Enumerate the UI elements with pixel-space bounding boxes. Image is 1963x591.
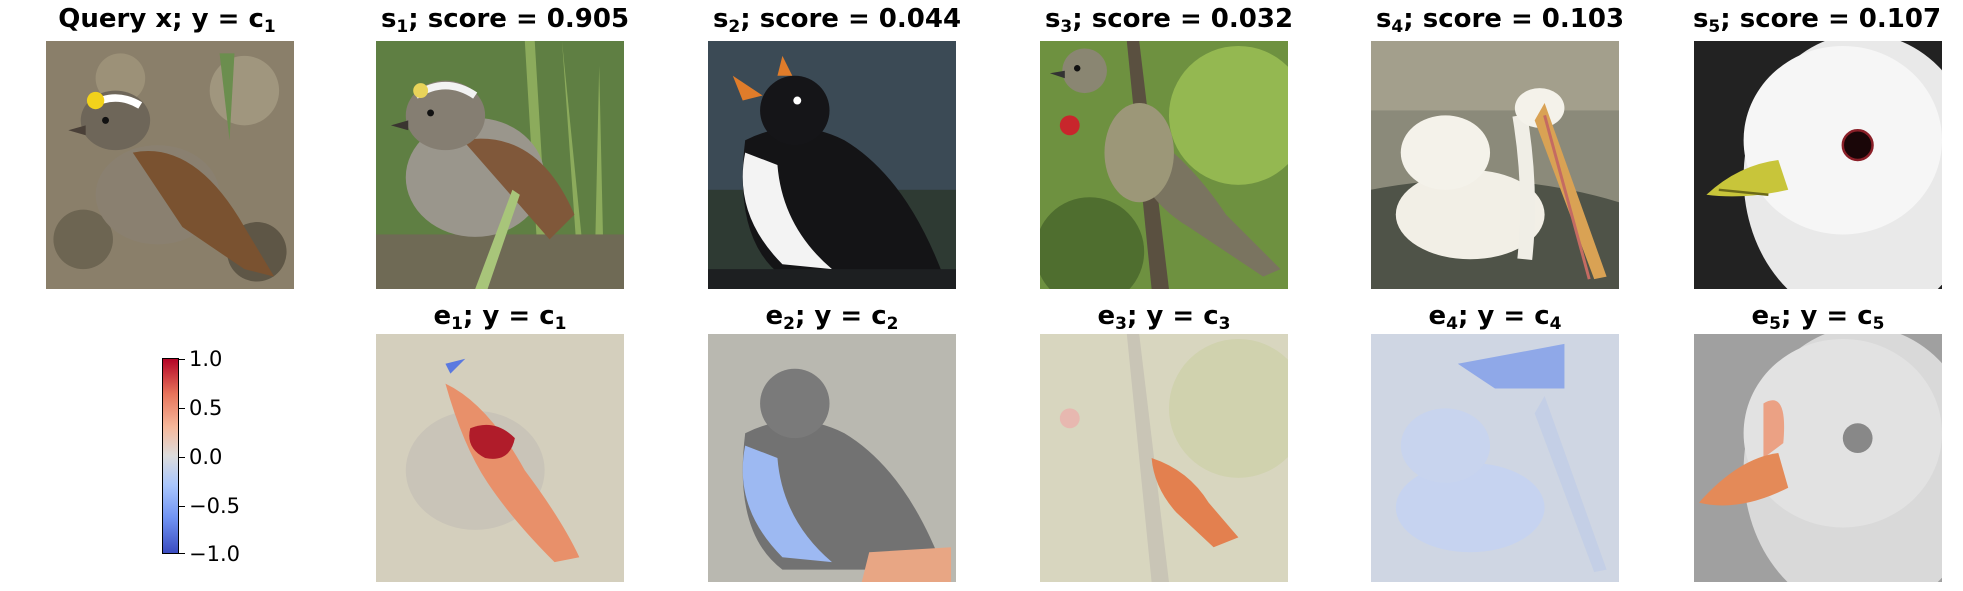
support-title-5: s5; score = 0.107 <box>1672 4 1962 37</box>
explanation-sep-1: ; y = <box>462 301 540 331</box>
colorbar-tickmark <box>179 553 185 554</box>
explanation-heatmap-icon <box>1371 334 1619 582</box>
explanation-map-5 <box>1694 334 1942 582</box>
explanation-title-3: e3; y = c3 <box>1064 301 1264 334</box>
explanation-sub-4: 4 <box>1446 314 1458 334</box>
support-image-3 <box>1040 41 1288 289</box>
query-var: c <box>248 4 264 34</box>
support-image-1 <box>376 41 624 289</box>
support-score-2: ; score = 0.044 <box>740 4 962 34</box>
query-title: Query x; y = c1 <box>47 4 287 37</box>
colorbar-tickmark <box>179 359 185 360</box>
gull-head-icon <box>1694 41 1942 289</box>
sparrow-in-grass-icon <box>376 41 624 289</box>
pelican-icon <box>1371 41 1619 289</box>
support-label-2: s <box>712 4 729 34</box>
explanation-var-4: c <box>1534 301 1550 331</box>
query-sep: ; y = <box>172 4 249 34</box>
explanation-title-4: e4; y = c4 <box>1395 301 1595 334</box>
support-label-3: s <box>1044 4 1061 34</box>
colorbar-tickmark <box>179 506 185 507</box>
white-throated-sparrow-icon <box>46 41 294 289</box>
explanation-var-3: c <box>1203 301 1219 331</box>
support-score-4: ; score = 0.103 <box>1403 4 1625 34</box>
explanation-label-2: e <box>765 301 784 331</box>
support-title-3: s3; score = 0.032 <box>1024 4 1314 37</box>
colorbar-tick-label: −0.5 <box>189 494 240 518</box>
explanation-sub-3: 3 <box>1115 314 1127 334</box>
support-title-1: s1; score = 0.905 <box>360 4 650 37</box>
explanation-sep-2: ; y = <box>794 301 872 331</box>
support-image-5 <box>1694 41 1942 289</box>
colorbar <box>162 358 179 554</box>
support-score-3: ; score = 0.032 <box>1072 4 1294 34</box>
support-image-4 <box>1371 41 1619 289</box>
explanation-label-4: e <box>1428 301 1447 331</box>
support-title-4: s4; score = 0.103 <box>1355 4 1645 37</box>
explanation-heatmap-icon <box>1040 334 1288 582</box>
support-sub-4: 4 <box>1391 17 1404 37</box>
colorbar-tickmark <box>179 457 185 458</box>
support-sub-3: 3 <box>1060 17 1073 37</box>
explanation-map-4 <box>1371 334 1619 582</box>
support-label-5: s <box>1692 4 1709 34</box>
puffin-icon <box>708 41 956 289</box>
explanation-heatmap-icon <box>376 334 624 582</box>
explanation-var-sub-3: 3 <box>1218 314 1231 334</box>
explanation-title-2: e2; y = c2 <box>732 301 932 334</box>
support-sub-1: 1 <box>396 17 409 37</box>
explanation-sep-3: ; y = <box>1126 301 1204 331</box>
explanation-title-1: e1; y = c1 <box>400 301 600 334</box>
explanation-var-sub-2: 2 <box>886 314 899 334</box>
support-score-1: ; score = 0.905 <box>408 4 630 34</box>
explanation-map-1 <box>376 334 624 582</box>
support-sub-2: 2 <box>728 17 741 37</box>
explanation-sep-5: ; y = <box>1780 301 1858 331</box>
explanation-label-3: e <box>1097 301 1116 331</box>
support-label-1: s <box>380 4 397 34</box>
explanation-var-2: c <box>871 301 887 331</box>
colorbar-tick-label: 1.0 <box>189 347 223 371</box>
explanation-map-3 <box>1040 334 1288 582</box>
explanation-var-1: c <box>539 301 555 331</box>
explanation-sub-1: 1 <box>451 314 463 334</box>
explanation-sub-2: 2 <box>783 314 795 334</box>
explanation-var-sub-4: 4 <box>1549 314 1562 334</box>
explanation-heatmap-icon <box>708 334 956 582</box>
support-sub-5: 5 <box>1708 17 1721 37</box>
explanation-label-5: e <box>1751 301 1770 331</box>
query-sub: 1 <box>263 17 276 37</box>
colorbar-tick-label: 0.0 <box>189 445 223 469</box>
explanation-label-1: e <box>433 301 452 331</box>
explanation-var-sub-5: 5 <box>1872 314 1885 334</box>
explanation-sep-4: ; y = <box>1457 301 1535 331</box>
explanation-title-5: e5; y = c5 <box>1718 301 1918 334</box>
explanation-heatmap-icon <box>1694 334 1942 582</box>
support-label-4: s <box>1375 4 1392 34</box>
query-label: Query x <box>58 4 173 34</box>
colorbar-tickmark <box>179 408 185 409</box>
explanation-sub-5: 5 <box>1769 314 1781 334</box>
colorbar-tick-label: −1.0 <box>189 542 240 566</box>
query-image <box>46 41 294 289</box>
explanation-var-5: c <box>1857 301 1873 331</box>
support-title-2: s2; score = 0.044 <box>692 4 982 37</box>
warbler-on-branch-icon <box>1040 41 1288 289</box>
support-image-2 <box>708 41 956 289</box>
colorbar-tick-label: 0.5 <box>189 396 223 420</box>
explanation-var-sub-1: 1 <box>554 314 567 334</box>
explanation-map-2 <box>708 334 956 582</box>
support-score-5: ; score = 0.107 <box>1720 4 1942 34</box>
